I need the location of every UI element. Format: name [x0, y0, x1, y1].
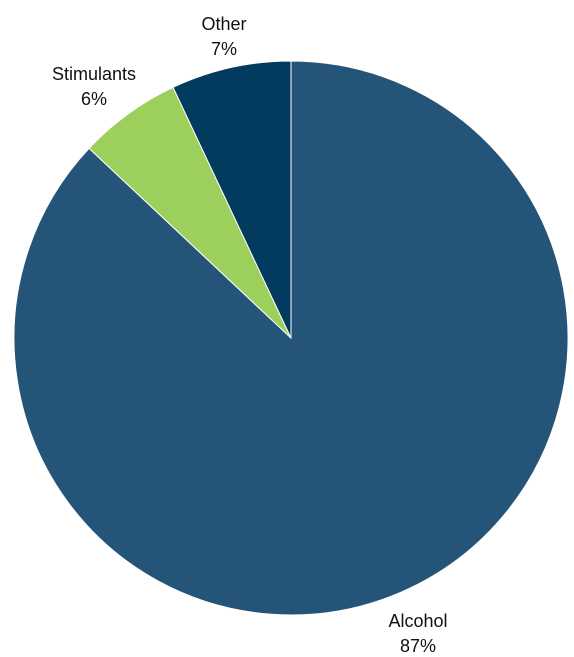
slice-value-label-other: 7%	[211, 39, 237, 59]
pie-slice-other	[172, 60, 292, 339]
pie-slices	[13, 60, 569, 616]
slice-label-alcohol: Alcohol	[388, 611, 447, 631]
slice-value-label-alcohol: 87%	[400, 636, 436, 656]
slice-label-stimulants: Stimulants	[52, 64, 136, 84]
pie-labels: Alcohol 87% Stimulants 6% Other 7%	[52, 14, 448, 656]
slice-value-label-stimulants: 6%	[81, 89, 107, 109]
slice-label-other: Other	[201, 14, 246, 34]
